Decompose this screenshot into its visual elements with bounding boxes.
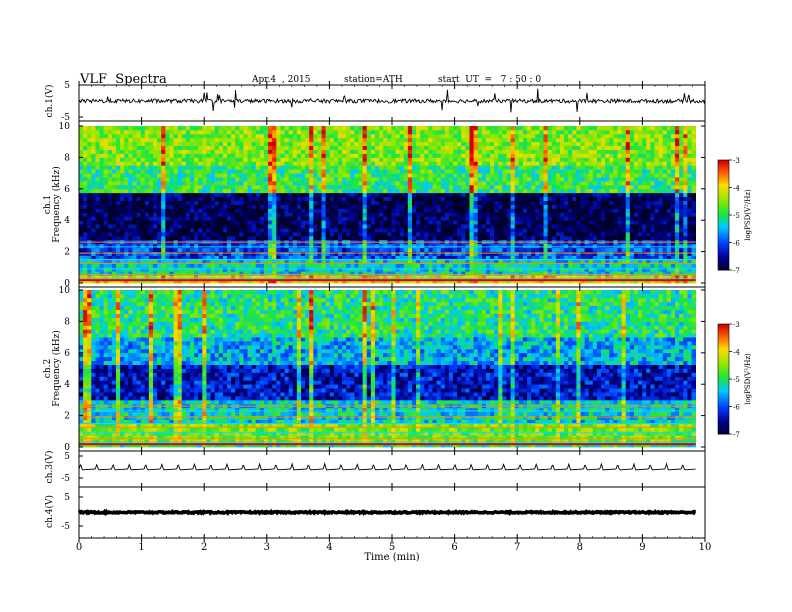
chart-title: VLF Spectra (80, 72, 167, 87)
y-tick-label: 5 (64, 493, 70, 503)
y-axis-label: ch.1 (43, 195, 53, 214)
y-tick-label: 10 (59, 286, 71, 296)
colorbar-tick-label: -5 (733, 376, 740, 384)
waveform-trace (78, 461, 696, 471)
x-tick-label: 5 (389, 542, 395, 553)
spectrogram-lines-1 (79, 241, 696, 282)
x-tick-label: 3 (264, 542, 270, 553)
colorbar (718, 324, 729, 435)
colorbar-tick-label: -7 (733, 431, 740, 439)
x-tick-label: 9 (639, 542, 645, 553)
y-tick-label: 5 (64, 81, 70, 91)
colorbar-tick-label: -6 (733, 404, 740, 412)
y-tick-label: 8 (64, 317, 70, 327)
waveform-trace (78, 88, 706, 113)
y-tick-label: 4 (64, 216, 70, 226)
x-tick-label: 8 (577, 542, 583, 553)
colorbar-tick-label: -4 (733, 349, 740, 357)
x-tick-label: 10 (699, 542, 712, 553)
y-tick-label: -5 (61, 474, 70, 484)
y-tick-label: 2 (64, 248, 70, 258)
colorbar-tick-label: -3 (733, 157, 740, 165)
colorbar-tick-label: -4 (733, 185, 740, 193)
colorbar-tick-label: -7 (733, 267, 740, 275)
x-tick-label: 7 (514, 542, 520, 553)
x-tick-label: 2 (201, 542, 207, 553)
colorbar-label: logPSD(V²/Hz) (744, 189, 752, 241)
y-tick-label: -5 (61, 113, 70, 123)
y-tick-label: 5 (64, 452, 70, 462)
y-axis-label: Frequency (kHz) (51, 166, 62, 243)
y-tick-label: 6 (64, 349, 70, 359)
spectrogram-cells-1 (79, 126, 697, 284)
x-axis-label: Time (min) (364, 552, 419, 563)
colorbar-tick-label: -3 (733, 321, 740, 329)
station-label: station=ATH (344, 75, 403, 85)
y-axis-label: Frequency (kHz) (51, 330, 62, 407)
y-tick-label: 10 (59, 122, 71, 132)
y-axis-label: ch.3(V) (44, 451, 55, 484)
date-label: Apr.4 , 2015 (252, 75, 311, 85)
y-tick-label: 4 (64, 380, 70, 390)
y-axis-label: ch.4(V) (44, 495, 55, 528)
y-axis-label: ch.2 (43, 359, 53, 378)
colorbar-tick-label: -6 (733, 240, 740, 248)
y-tick-label: -5 (61, 522, 70, 532)
y-tick-label: 8 (64, 153, 70, 163)
start-time-label: start UT = 7 : 50 : 0 (438, 75, 542, 85)
colorbar (718, 160, 729, 271)
y-tick-label: 0 (64, 279, 70, 289)
x-tick-label: 4 (326, 542, 332, 553)
colorbar-label: logPSD(V²/Hz) (744, 353, 752, 405)
x-tick-label: 1 (138, 542, 144, 553)
waveform-layer (77, 88, 706, 517)
x-tick-label: 6 (451, 542, 457, 553)
spectrogram-layer (79, 126, 729, 448)
axes-layer (78, 81, 732, 542)
waveform-trace (77, 508, 697, 517)
y-axis-label: ch.1(V) (44, 85, 55, 118)
y-tick-label: 0 (64, 443, 70, 453)
y-tick-label: 6 (64, 185, 70, 195)
spectrogram-lines-2 (79, 405, 696, 446)
x-tick-label: 0 (76, 542, 82, 553)
y-tick-label: 2 (64, 412, 70, 422)
colorbar-tick-label: -5 (733, 212, 740, 220)
